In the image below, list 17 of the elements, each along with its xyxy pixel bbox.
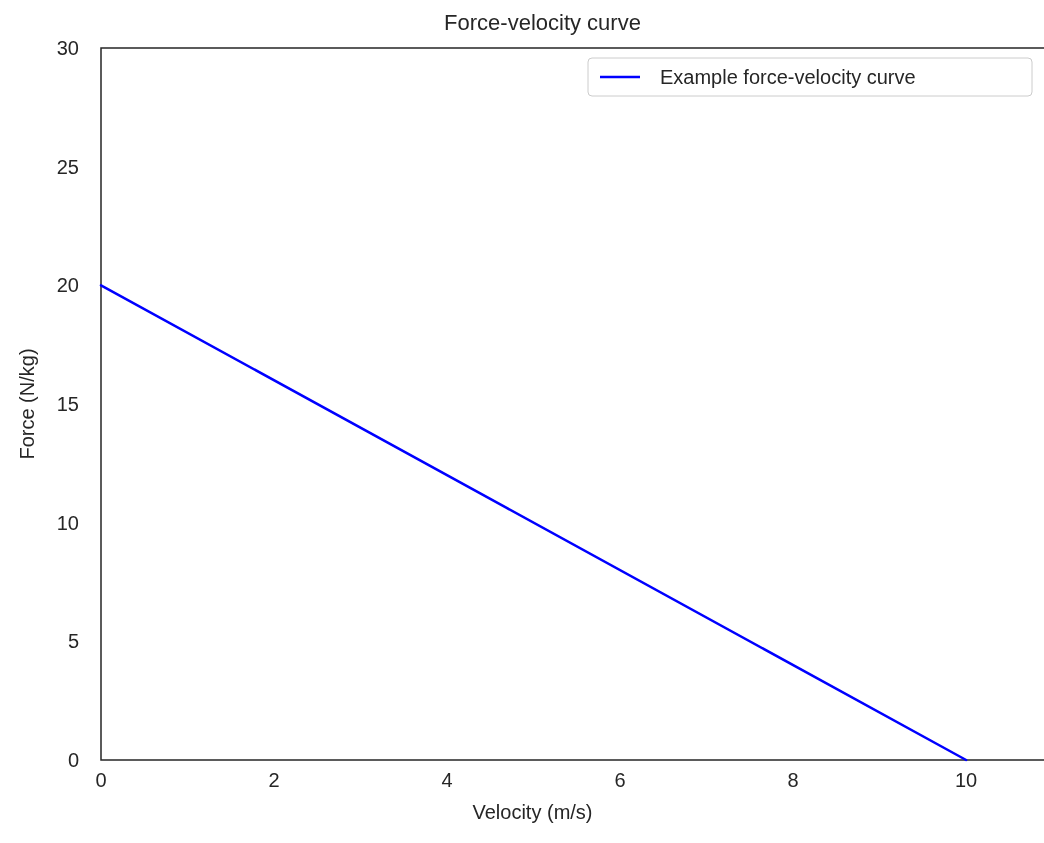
x-tick-label: 8 <box>787 769 799 791</box>
y-tick-label: 10 <box>56 511 79 534</box>
chart-title: Force-velocity curve <box>444 10 641 35</box>
x-tick-label: 0 <box>95 769 107 791</box>
x-tick-label: 10 <box>955 769 978 791</box>
y-tick-label: 15 <box>56 393 79 415</box>
x-tick-label: 4 <box>441 769 453 791</box>
y-tick-label: 20 <box>56 274 79 297</box>
x-axis-title: Velocity (m/s) <box>472 801 593 823</box>
y-axis-title: Force (N/kg) <box>16 348 38 460</box>
legend-label: Example force-velocity curve <box>660 66 916 88</box>
x-tick-label: 6 <box>614 769 626 791</box>
x-tick-label: 2 <box>268 769 280 791</box>
y-tick-label: 0 <box>67 749 79 771</box>
y-tick-label: 25 <box>56 155 79 178</box>
y-tick-label: 5 <box>67 630 79 653</box>
y-tick-label: 30 <box>56 37 79 59</box>
